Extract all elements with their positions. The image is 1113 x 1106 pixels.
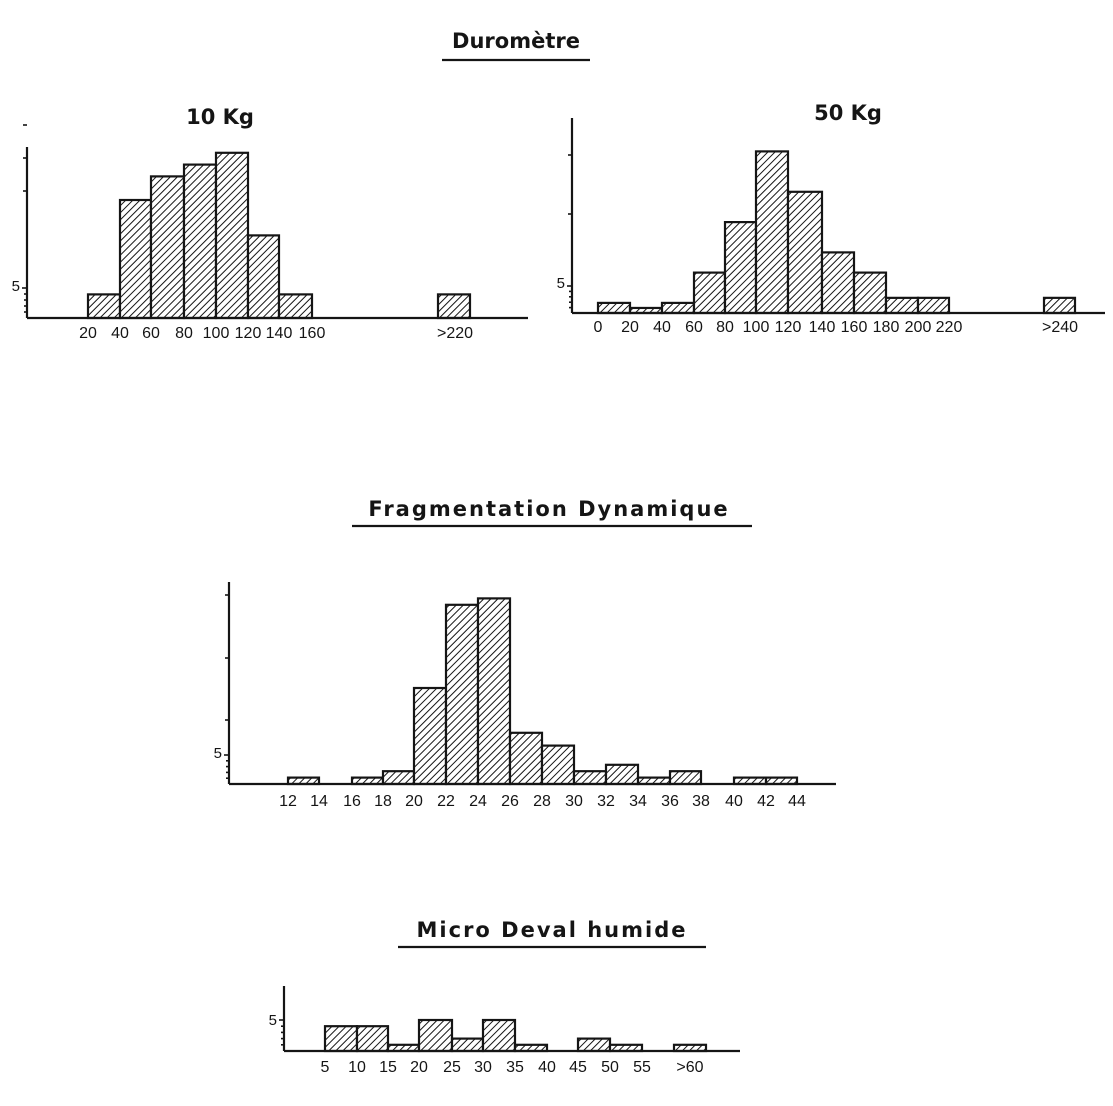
- histogram-10kg: 5 20 40 60 80 100 120 140 160 >220: [12, 124, 528, 342]
- x-tick-label: 160: [299, 325, 326, 342]
- bar-200-220: [916, 296, 951, 315]
- x-tick-label: >240: [1042, 319, 1078, 336]
- bar-45-50: [576, 1037, 612, 1053]
- histogram-fragmentation-dynamique: 5 12 14 16 18 20 22 24 26 28 30 32 34 36 38 40 42 44: [214, 582, 836, 810]
- x-tick-label: 20: [410, 1059, 428, 1076]
- page-title: Duromètre: [452, 29, 580, 53]
- bar-120-140: [786, 190, 824, 315]
- x-tick-label: 200: [905, 319, 932, 336]
- x-tick-label: 160: [841, 319, 868, 336]
- bar-30-35: [481, 1018, 517, 1053]
- x-tick-label: 38: [692, 793, 710, 810]
- bar-220: [436, 293, 472, 320]
- x-tick-label: 12: [279, 793, 297, 810]
- bar-30-32: [572, 770, 608, 786]
- x-tick-label: 18: [374, 793, 392, 810]
- x-tick-label: 80: [716, 319, 734, 336]
- x-tick-label: 40: [653, 319, 671, 336]
- x-tick-label: 30: [565, 793, 583, 810]
- x-tick-label: 44: [788, 793, 806, 810]
- section-title-fragmentation: Fragmentation Dynamique: [368, 497, 729, 521]
- bar-40-60: [118, 198, 153, 320]
- x-tick-label: 60: [685, 319, 703, 336]
- bar-80-100: [723, 221, 758, 315]
- bar-120-140: [246, 234, 281, 320]
- bar-60-80: [149, 175, 186, 320]
- x-tick-label: 120: [235, 325, 262, 342]
- x-tick-label: 20: [621, 319, 639, 336]
- x-tick-label: 50: [601, 1059, 619, 1076]
- x-tick-label: 40: [111, 325, 129, 342]
- bar-24-26: [476, 597, 512, 786]
- x-tick-label: 32: [597, 793, 615, 810]
- histogram-50kg: 5 0 20 40 60 80 100 120 140 160 180 200 220 >240: [557, 118, 1105, 336]
- bar-25-30: [450, 1037, 485, 1053]
- y-tick-label: 5: [269, 1012, 277, 1029]
- x-tick-label: 30: [474, 1059, 492, 1076]
- x-tick-label: 20: [79, 325, 97, 342]
- x-tick-label: 26: [501, 793, 519, 810]
- bar-100-120: [214, 151, 250, 320]
- x-tick-label: 20: [405, 793, 423, 810]
- x-tick-label: 10: [348, 1059, 366, 1076]
- histogram-micro-deval-humide: 55 10 15 20 25 30 35 40 45 50 55 >60: [269, 986, 740, 1076]
- x-tick-label: 140: [809, 319, 836, 336]
- bar-80-100: [182, 163, 218, 320]
- x-tick-label: 28: [533, 793, 551, 810]
- x-tick-label: 40: [538, 1059, 556, 1076]
- x-tick-label: 45: [569, 1059, 587, 1076]
- bar-140-160: [277, 293, 314, 320]
- x-tick-label: 34: [629, 793, 647, 810]
- bar-60-80: [692, 271, 727, 315]
- x-tick-label: 100: [743, 319, 770, 336]
- bar-5-10: [323, 1025, 359, 1053]
- x-tick-label: 25: [443, 1059, 461, 1076]
- bar-10-15: [355, 1025, 390, 1053]
- x-tick-label: 140: [266, 325, 293, 342]
- bar-20-40: [86, 293, 122, 320]
- bar-22-24: [444, 603, 480, 786]
- bar-28-30: [540, 744, 576, 786]
- bar-32-34: [604, 763, 640, 786]
- bar-240: [1042, 296, 1077, 315]
- y-tick-label: 5: [214, 745, 222, 762]
- x-tick-label: 55: [633, 1059, 651, 1076]
- section-title-micro-deval: Micro Deval humide: [417, 918, 688, 942]
- y-tick-label: 5: [557, 275, 565, 292]
- x-tick-label: 40: [725, 793, 743, 810]
- x-tick-label: >220: [437, 325, 473, 342]
- bar-180-200: [884, 296, 920, 315]
- x-tick-label: >60: [676, 1059, 703, 1076]
- bar-20-25: [417, 1018, 454, 1053]
- x-tick-label: 15: [379, 1059, 397, 1076]
- x-tick-label: 60: [142, 325, 160, 342]
- x-tick-label: 22: [437, 793, 455, 810]
- bar-140-160: [820, 251, 856, 315]
- bar-40-60: [660, 301, 696, 315]
- x-tick-label: 220: [936, 319, 963, 336]
- x-tick-label: 100: [203, 325, 230, 342]
- x-tick-label: 14: [310, 793, 328, 810]
- x-tick-label: 36: [661, 793, 679, 810]
- bar-20-22: [412, 686, 448, 786]
- x-tick-label: 80: [175, 325, 193, 342]
- bar-18-20: [381, 770, 416, 786]
- x-tick-label: 120: [775, 319, 802, 336]
- bar-100-120: [754, 150, 790, 315]
- x-tick-label: 42: [757, 793, 775, 810]
- x-tick-label: 0: [594, 319, 603, 336]
- chart-title-50kg: 50 Kg: [814, 101, 882, 125]
- x-tick-label: 24: [469, 793, 487, 810]
- bar-36-38: [668, 770, 703, 786]
- x-tick-label: 180: [873, 319, 900, 336]
- bar-0-20: [596, 301, 632, 315]
- bar-160-180: [852, 271, 888, 315]
- x-tick-label: 16: [343, 793, 361, 810]
- y-tick-label: 5: [12, 278, 20, 295]
- bar-26-28: [508, 731, 544, 786]
- chart-title-10kg: 10 Kg: [186, 105, 254, 129]
- x-tick-label: 5: [321, 1059, 330, 1076]
- x-tick-label: 35: [506, 1059, 524, 1076]
